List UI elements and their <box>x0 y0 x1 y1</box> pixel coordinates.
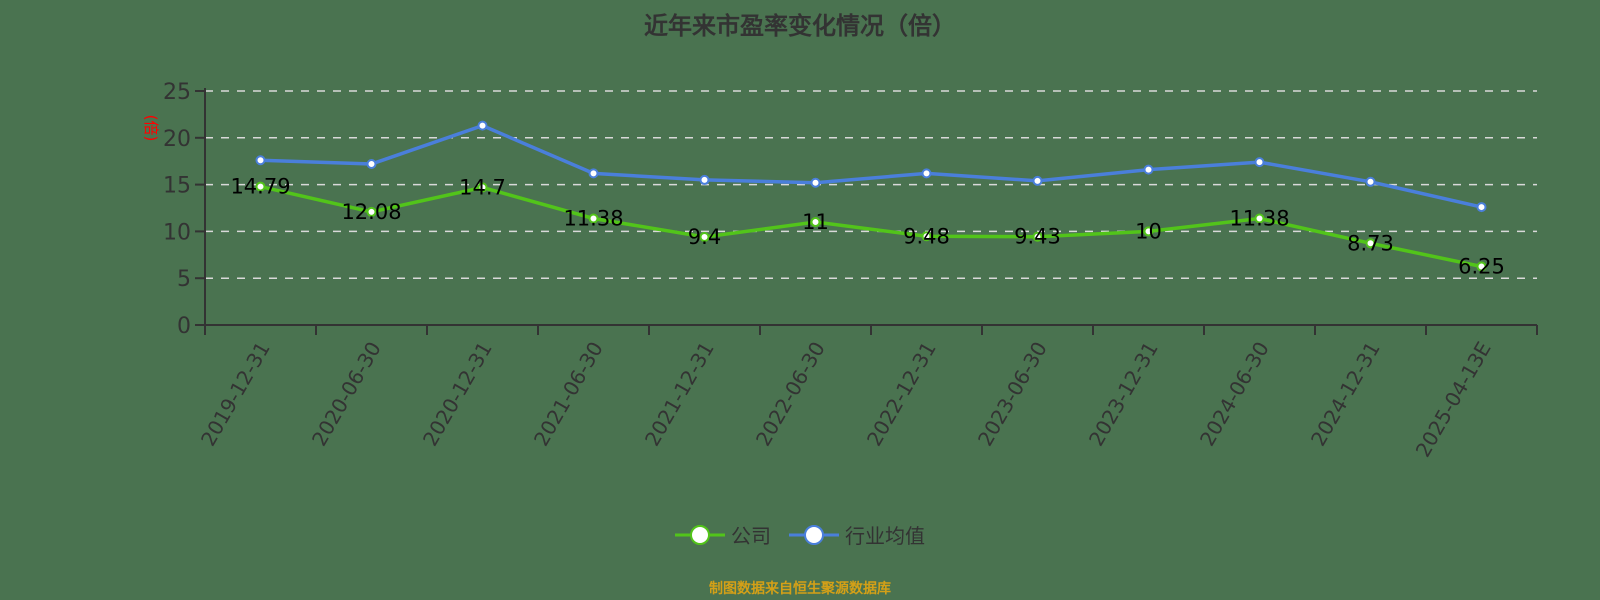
company-line <box>260 184 1482 269</box>
legend-label-industry: 行业均值 <box>845 524 925 548</box>
data-label: 14.7 <box>459 175 506 199</box>
y-axis: 0 5 10 15 20 25 <box>163 80 206 339</box>
data-label: 8.73 <box>1347 231 1394 255</box>
data-point[interactable] <box>255 181 266 192</box>
data-point[interactable] <box>1143 226 1154 237</box>
data-point[interactable] <box>699 174 710 185</box>
y-tick-label: 0 <box>177 314 191 339</box>
x-tick-label: 2024-06-30 <box>1195 338 1274 451</box>
data-label: 11.38 <box>1229 206 1289 230</box>
data-point[interactable] <box>810 177 821 188</box>
data-point[interactable] <box>477 182 488 193</box>
x-tick-label: 2024-12-31 <box>1306 338 1385 451</box>
data-point[interactable] <box>1254 213 1265 224</box>
x-tick-label: 2019-12-31 <box>196 338 275 451</box>
x-axis: 2019-12-31 2020-06-30 2020-12-31 2021-06-30… <box>196 324 1538 462</box>
data-point[interactable] <box>1032 231 1043 242</box>
data-point[interactable] <box>1032 175 1043 186</box>
data-point[interactable] <box>588 168 599 179</box>
data-label: 9.48 <box>903 224 950 248</box>
x-tick-label: 2023-06-30 <box>973 338 1052 451</box>
data-point[interactable] <box>588 213 599 224</box>
x-tick-label: 2023-12-31 <box>1084 338 1163 451</box>
y-axis-label: (倍) <box>142 115 160 142</box>
data-label: 9.4 <box>688 225 721 249</box>
data-label: 14.79 <box>230 175 290 199</box>
data-point[interactable] <box>366 206 377 217</box>
data-point[interactable] <box>921 168 932 179</box>
data-point[interactable] <box>1143 164 1154 175</box>
x-tick-label: 2021-06-30 <box>529 338 608 451</box>
data-point[interactable] <box>1476 261 1487 272</box>
data-point[interactable] <box>366 159 377 170</box>
x-tick-label: 2022-12-31 <box>862 338 941 451</box>
data-label: 11.38 <box>563 206 623 230</box>
y-tick-label: 25 <box>163 80 191 105</box>
data-label: 11 <box>802 210 829 234</box>
x-tick-label: 2021-12-31 <box>640 338 719 451</box>
data-point[interactable] <box>255 155 266 166</box>
data-point[interactable] <box>699 232 710 243</box>
data-label: 10 <box>1135 219 1162 243</box>
data-point[interactable] <box>1254 157 1265 168</box>
source-note: 制图数据来自恒生聚源数据库 <box>709 581 891 597</box>
data-label: 6.25 <box>1458 255 1505 279</box>
data-labels: 14.79 12.08 14.7 11.38 9.4 11 9.48 9.43 10 11.38 8… <box>230 175 1504 279</box>
legend-line-circle-icon <box>789 524 839 545</box>
legend-label-company: 公司 <box>731 524 771 548</box>
legend-line-circle-icon <box>675 524 725 545</box>
legend: 公司 行业均值 <box>0 520 1600 549</box>
data-point[interactable] <box>921 231 932 242</box>
data-point[interactable] <box>810 217 821 228</box>
x-tick-label: 2020-06-30 <box>307 338 386 451</box>
series-lines <box>255 120 1487 272</box>
x-tick-label: 2022-06-30 <box>751 338 830 451</box>
gridlines <box>205 90 1537 279</box>
legend-item-company[interactable]: 公司 <box>675 520 771 549</box>
legend-item-industry[interactable]: 行业均值 <box>789 520 925 549</box>
chart-title: 近年来市盈率变化情况（倍） <box>644 12 956 40</box>
industry-line <box>260 123 1482 209</box>
y-tick-label: 10 <box>163 220 191 245</box>
data-point[interactable] <box>477 120 488 131</box>
x-tick-label: 2025-04-13E <box>1411 338 1496 462</box>
data-point[interactable] <box>1476 202 1487 213</box>
data-point[interactable] <box>1365 238 1376 249</box>
y-tick-label: 20 <box>163 127 191 152</box>
y-tick-label: 5 <box>177 267 191 292</box>
x-tick-label: 2020-12-31 <box>418 338 497 451</box>
data-point[interactable] <box>1365 176 1376 187</box>
y-tick-label: 15 <box>163 174 191 199</box>
data-label: 12.08 <box>341 200 401 224</box>
data-label: 9.43 <box>1014 225 1061 249</box>
